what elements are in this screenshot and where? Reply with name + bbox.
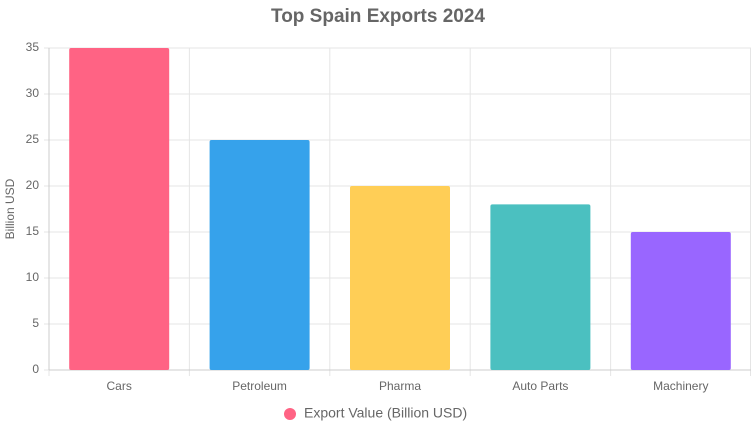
y-tick-label: 5 bbox=[32, 316, 39, 330]
legend-swatch bbox=[284, 408, 296, 420]
bar bbox=[630, 232, 731, 370]
bar bbox=[69, 48, 170, 370]
y-tick-label: 30 bbox=[26, 86, 40, 100]
bar bbox=[350, 186, 450, 370]
x-tick-label: Machinery bbox=[653, 379, 708, 393]
y-axis-label: Billion USD bbox=[3, 178, 17, 239]
y-tick-label: 25 bbox=[26, 132, 40, 146]
chart-title: Top Spain Exports 2024 bbox=[271, 6, 485, 27]
y-tick-label: 10 bbox=[26, 270, 40, 284]
x-tick-label: Petroleum bbox=[232, 379, 287, 393]
y-tick-label: 15 bbox=[26, 224, 40, 238]
x-tick-label: Auto Parts bbox=[512, 379, 568, 393]
y-tick-label: 20 bbox=[26, 178, 40, 192]
bar bbox=[490, 204, 591, 370]
legend-label: Export Value (Billion USD) bbox=[304, 405, 467, 421]
x-tick-label: Cars bbox=[107, 379, 132, 393]
y-tick-label: 0 bbox=[32, 362, 39, 376]
bar bbox=[209, 140, 310, 370]
x-tick-label: Pharma bbox=[379, 379, 421, 393]
y-tick-label: 35 bbox=[26, 40, 40, 54]
